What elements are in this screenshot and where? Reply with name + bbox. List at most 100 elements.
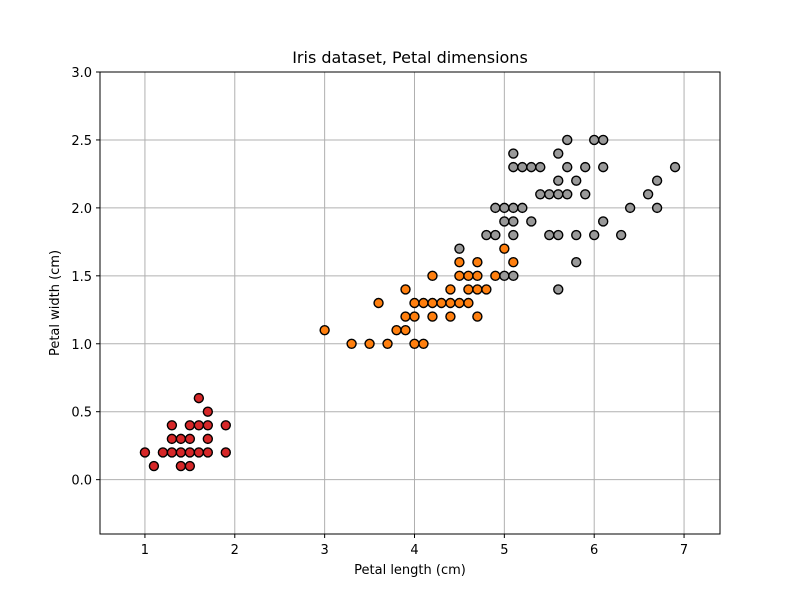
data-point [472,311,483,322]
data-point [157,447,169,458]
data-point [490,229,501,241]
data-point [418,338,429,349]
data-point [445,284,456,295]
data-point [535,161,546,173]
data-point [409,297,420,309]
data-point [319,324,330,336]
data-point [463,270,474,282]
data-point [202,433,214,445]
data-point [346,338,357,349]
data-point [481,229,492,241]
data-point [445,311,456,322]
data-point [166,420,178,431]
data-point [175,447,187,458]
y-tick-label: 0.5 [71,406,92,421]
chart-title: Iris dataset, Petal dimensions [292,48,528,67]
data-point [148,460,160,472]
data-point [409,311,420,322]
data-point [499,243,510,254]
x-tick-label: 5 [500,543,508,558]
data-point [193,392,205,404]
data-point [526,216,537,227]
series-3 [454,134,681,295]
data-point [562,161,573,173]
data-point [463,284,474,295]
data-point [517,202,528,214]
data-point [193,447,205,458]
data-point [481,284,492,295]
series-2 [319,243,519,349]
data-point [454,243,465,254]
data-point [589,229,600,241]
data-point [202,420,214,431]
data-point [184,460,196,472]
data-point [553,229,564,241]
data-point [553,148,564,159]
data-point [544,189,555,200]
x-axis-label: Petal length (cm) [354,563,466,578]
data-point [642,189,654,200]
data-point [418,297,429,309]
data-point [472,257,483,268]
data-points [139,134,681,472]
data-point [490,270,501,282]
data-point [499,202,510,214]
data-point [499,216,510,227]
data-point [571,229,582,241]
data-point [364,338,375,349]
data-point [508,257,519,268]
data-point [508,229,519,241]
data-point [454,270,465,282]
series-1 [139,392,231,472]
data-point [454,257,465,268]
data-point [220,447,231,458]
x-tick-label: 2 [231,543,239,558]
data-point [220,420,231,431]
data-point [589,134,600,146]
data-point [427,297,438,309]
data-point [571,257,582,268]
data-point [553,189,564,200]
data-point [472,284,483,295]
x-tick-label: 1 [141,543,149,558]
data-point [580,161,591,173]
data-point [139,447,151,458]
data-point [651,202,663,214]
data-point [553,175,564,186]
x-tick-label: 3 [320,543,328,558]
data-point [508,148,519,159]
x-tick-label: 7 [680,543,688,558]
data-point [562,134,573,146]
data-point [669,161,681,173]
data-point [400,311,411,322]
data-point [427,270,438,282]
y-tick-label: 1.0 [71,338,92,353]
data-point [517,161,528,173]
data-point [490,202,501,214]
data-point [166,433,178,445]
data-point [454,297,465,309]
data-point [382,338,393,349]
y-axis: 0.0 0.5 1.0 1.5 2.0 2.5 3.0 [71,66,100,489]
data-point [499,270,510,282]
data-point [571,175,582,186]
data-point [508,161,519,173]
data-point [508,202,519,214]
data-point [580,189,591,200]
data-point [175,460,187,472]
data-point [445,297,456,309]
data-point [535,189,546,200]
data-point [544,229,555,241]
data-point [562,189,573,200]
data-point [166,447,178,458]
data-point [472,270,483,282]
data-point [175,433,187,445]
data-point [624,202,636,214]
data-point [508,216,519,227]
data-point [597,161,609,173]
data-point [427,311,438,322]
data-point [400,324,411,336]
data-point [391,324,402,336]
